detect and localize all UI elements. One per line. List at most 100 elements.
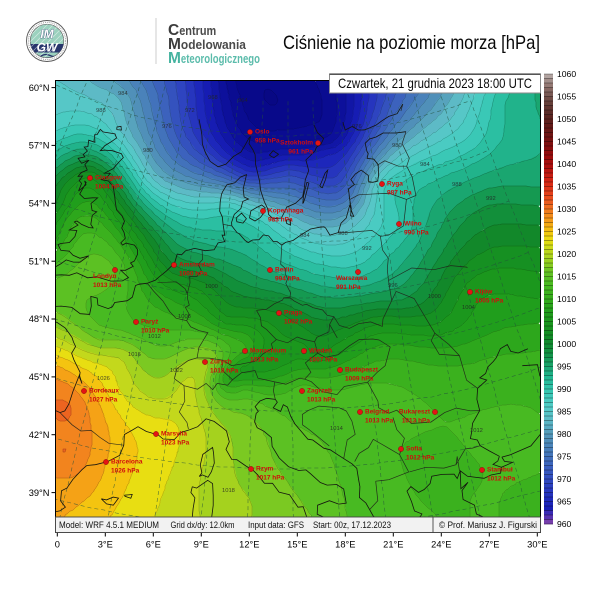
svg-text:1027 hPa: 1027 hPa: [89, 397, 118, 404]
svg-text:© Prof. Mariusz J. Figurski: © Prof. Mariusz J. Figurski: [439, 520, 537, 530]
svg-text:1045: 1045: [557, 137, 576, 147]
svg-text:Berlin: Berlin: [275, 267, 293, 274]
svg-text:1010 hPa: 1010 hPa: [141, 328, 170, 335]
svg-text:980: 980: [557, 429, 572, 439]
svg-text:1000 hPa: 1000 hPa: [179, 271, 208, 278]
svg-text:964: 964: [238, 98, 248, 104]
svg-text:1002 hPa: 1002 hPa: [284, 319, 313, 326]
svg-text:Rzym: Rzym: [256, 466, 274, 473]
svg-text:15°E: 15°E: [287, 540, 307, 550]
svg-text:1035: 1035: [557, 182, 576, 192]
svg-text:1030: 1030: [557, 204, 576, 214]
svg-text:988: 988: [96, 108, 106, 114]
svg-text:Paryż: Paryż: [141, 319, 159, 326]
svg-text:1014: 1014: [330, 426, 344, 432]
svg-text:Meteorologicznego: Meteorologicznego: [168, 50, 260, 67]
svg-text:968: 968: [208, 95, 218, 101]
svg-text:1022: 1022: [170, 368, 183, 374]
svg-text:992: 992: [362, 246, 372, 252]
svg-text:Praga: Praga: [284, 310, 302, 317]
svg-text:1017 hPa: 1017 hPa: [256, 475, 285, 482]
svg-text:991 hPa: 991 hPa: [336, 284, 361, 291]
svg-text:0: 0: [55, 540, 60, 550]
svg-text:1012: 1012: [470, 428, 483, 434]
svg-text:1005 hPa: 1005 hPa: [475, 298, 504, 305]
svg-text:12°E: 12°E: [239, 540, 259, 550]
svg-text:Warszawa: Warszawa: [336, 275, 368, 282]
svg-text:Ryga: Ryga: [387, 181, 403, 188]
svg-text:1013 hPa: 1013 hPa: [250, 357, 279, 364]
svg-text:961 hPa: 961 hPa: [288, 149, 313, 156]
svg-text:990: 990: [557, 384, 572, 394]
svg-text:1026: 1026: [97, 376, 110, 382]
svg-text:965: 965: [557, 497, 572, 507]
svg-text:Sofia: Sofia: [406, 446, 422, 453]
svg-text:Bukareszt: Bukareszt: [399, 409, 431, 416]
svg-text:Amsterdam: Amsterdam: [179, 262, 215, 269]
svg-text:Kijów: Kijów: [475, 289, 493, 296]
svg-text:970: 970: [557, 474, 572, 484]
svg-text:Centrum: Centrum: [168, 22, 216, 39]
svg-text:1000: 1000: [557, 339, 576, 349]
svg-text:1060: 1060: [557, 69, 576, 79]
svg-text:Start: 00z, 17.12.2023: Start: 00z, 17.12.2023: [313, 520, 391, 530]
svg-text:988: 988: [338, 231, 348, 237]
svg-text:9°E: 9°E: [194, 540, 209, 550]
svg-text:Zagrzeb: Zagrzeb: [307, 388, 332, 395]
svg-text:45°N: 45°N: [29, 372, 50, 382]
svg-text:1020: 1020: [557, 249, 576, 259]
svg-text:1004 hPa: 1004 hPa: [95, 184, 124, 191]
svg-text:IM: IM: [40, 27, 54, 41]
svg-text:1005: 1005: [557, 317, 576, 327]
svg-text:1023 hPa: 1023 hPa: [161, 440, 190, 447]
svg-text:24°E: 24°E: [431, 540, 451, 550]
svg-text:6°E: 6°E: [146, 540, 161, 550]
svg-text:980: 980: [392, 143, 402, 149]
svg-text:1004: 1004: [462, 305, 476, 311]
svg-text:Glasgow: Glasgow: [95, 175, 123, 182]
svg-text:984: 984: [300, 233, 310, 239]
svg-text:1000: 1000: [205, 284, 218, 290]
svg-text:1000: 1000: [428, 294, 441, 300]
svg-text:992: 992: [486, 196, 496, 202]
svg-text:960: 960: [557, 519, 572, 529]
svg-text:984: 984: [420, 162, 430, 168]
svg-text:54°N: 54°N: [29, 199, 50, 209]
svg-text:1012 hPa: 1012 hPa: [406, 455, 435, 462]
svg-text:995: 995: [557, 362, 572, 372]
svg-text:18°E: 18°E: [335, 540, 355, 550]
svg-text:980: 980: [143, 148, 153, 154]
svg-text:1018 hPa: 1018 hPa: [210, 368, 239, 375]
svg-text:Bordeaux: Bordeaux: [89, 388, 119, 395]
svg-text:Kopenhaga: Kopenhaga: [268, 208, 304, 215]
svg-text:Barcelona: Barcelona: [111, 459, 143, 466]
svg-text:1026 hPa: 1026 hPa: [111, 468, 140, 475]
svg-text:1013 hPa: 1013 hPa: [93, 282, 122, 289]
svg-text:1050: 1050: [557, 114, 576, 124]
svg-text:1040: 1040: [557, 159, 576, 169]
svg-text:27°E: 27°E: [479, 540, 499, 550]
svg-text:Belgrad: Belgrad: [365, 409, 389, 416]
svg-text:987 hPa: 987 hPa: [387, 190, 412, 197]
svg-text:994 hPa: 994 hPa: [275, 276, 300, 283]
svg-text:48°N: 48°N: [29, 314, 50, 324]
svg-text:Czwartek, 21 grudnia 2023 18:0: Czwartek, 21 grudnia 2023 18:00 UTC: [338, 76, 532, 91]
svg-text:42°N: 42°N: [29, 430, 50, 440]
svg-text:1007 hPa: 1007 hPa: [309, 357, 338, 364]
svg-text:988: 988: [452, 182, 462, 188]
svg-text:21°E: 21°E: [383, 540, 403, 550]
svg-text:51°N: 51°N: [29, 256, 50, 266]
svg-text:Model: WRF 4.5.1 MEDIUM: Model: WRF 4.5.1 MEDIUM: [59, 520, 159, 530]
svg-text:975: 975: [557, 452, 572, 462]
svg-text:1018: 1018: [222, 488, 235, 494]
svg-text:60°N: 60°N: [29, 83, 50, 93]
svg-text:39°N: 39°N: [29, 488, 50, 498]
svg-text:1008: 1008: [178, 314, 191, 320]
svg-text:1013 hPa: 1013 hPa: [365, 418, 394, 425]
svg-text:1025: 1025: [557, 227, 576, 237]
svg-text:1013 hPa: 1013 hPa: [307, 397, 336, 404]
svg-text:Zurych: Zurych: [210, 359, 232, 366]
svg-text:1012: 1012: [148, 334, 161, 340]
svg-text:1015: 1015: [557, 272, 576, 282]
svg-text:GW: GW: [37, 41, 59, 55]
